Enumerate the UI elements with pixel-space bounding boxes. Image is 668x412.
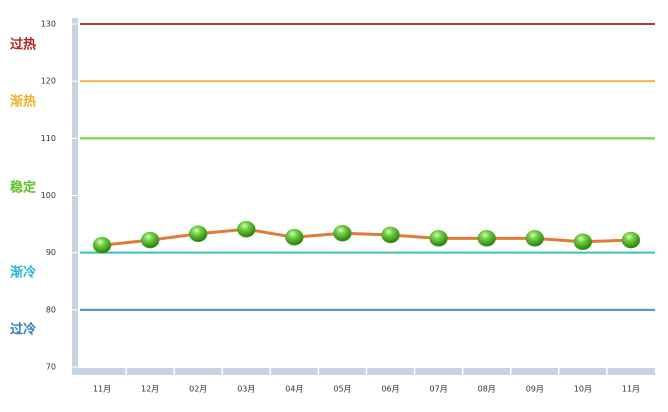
zone-label: 过冷 [10,322,36,338]
x-tick-label: 04月 [285,385,303,394]
data-point [429,230,448,247]
data-point [188,225,208,243]
x-tick-label: 08月 [478,385,496,394]
x-tick-label: 09月 [526,385,544,394]
x-tick-label: 03月 [237,385,255,394]
zone-label: 渐冷 [10,265,36,281]
x-axis-bar [72,368,655,375]
data-point [525,230,545,247]
zone-label: 过热 [10,37,36,53]
x-tick-label: 02月 [189,385,207,394]
x-tick-label: 12月 [141,385,159,394]
data-point [333,224,352,242]
data-point [381,226,400,244]
data-line [101,227,632,247]
y-tick-label: 100 [41,191,56,200]
data-point [140,231,160,249]
y-tick-label: 70 [46,363,56,372]
y-axis-bar [72,18,78,375]
y-tick-label: 110 [41,134,56,143]
y-tick-label: 130 [41,20,56,29]
y-tick-label: 90 [46,248,56,257]
data-point [92,236,112,254]
x-tick-label: 10月 [574,385,592,394]
zone-label: 渐热 [10,94,36,110]
data-point [237,220,256,238]
x-tick-label: 05月 [333,385,351,394]
x-tick-label: 11月 [93,385,111,394]
data-point [573,233,593,251]
zone-label: 稳定 [10,180,36,196]
x-tick-label: 07月 [430,385,448,394]
x-tick-label: 06月 [381,385,399,394]
y-tick-label: 80 [46,305,56,314]
data-point [477,230,496,247]
data-point [621,231,641,249]
data-point [285,228,304,246]
x-tick-label: 11月 [622,385,640,394]
y-tick-label: 120 [41,77,56,86]
